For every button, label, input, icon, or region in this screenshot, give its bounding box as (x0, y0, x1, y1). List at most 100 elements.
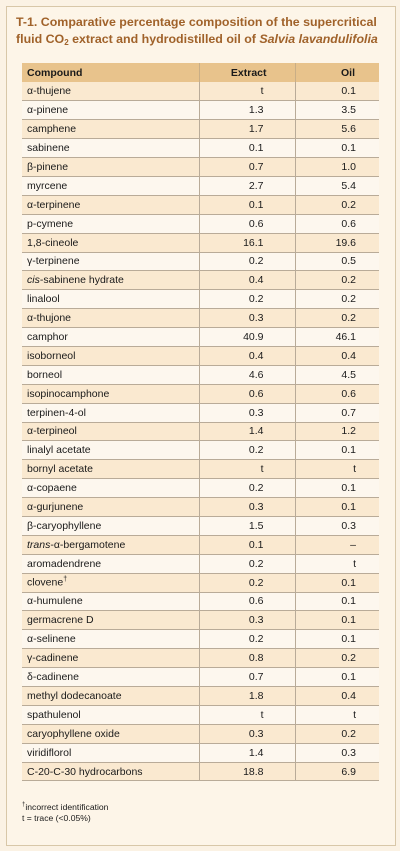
table-row: α-selinene 0.2 0.1 (22, 629, 379, 650)
oil-cell: 0.1 (295, 629, 379, 650)
extract-cell: 0.2 (199, 440, 296, 461)
oil-cell: 46.1 (295, 327, 379, 347)
compound-cell: γ-terpinene (22, 252, 200, 272)
compound-cell: α-terpinene (22, 195, 200, 215)
compound-cell: methyl dodecanoate (22, 686, 200, 706)
extract-cell: 1.3 (199, 100, 296, 121)
table-row: β-caryophyllene 1.5 0.3 (22, 516, 379, 536)
oil-cell: 0.2 (295, 195, 379, 215)
compound-cell: C-20-C-30 hydrocarbons (22, 762, 200, 782)
header-compound: Compound (22, 63, 200, 82)
extract-cell: 0.6 (199, 384, 296, 404)
oil-cell: 0.1 (295, 497, 379, 517)
oil-cell: 5.4 (295, 176, 379, 196)
extract-cell: 2.7 (199, 176, 296, 196)
oil-cell: 4.5 (295, 365, 379, 385)
compound-cell: α-thujene (22, 82, 200, 102)
compound-cell: bornyl acetate (22, 459, 200, 480)
extract-cell: 0.3 (199, 403, 296, 423)
footnote-dagger-text: incorrect identification (25, 801, 109, 812)
extract-cell: 18.8 (199, 762, 296, 782)
table-row: γ-cadinene 0.8 0.2 (22, 648, 379, 669)
composition-table: Compound Extract Oil α-thujene t 0.1 α-pine… (22, 63, 379, 782)
table-row: camphene 1.7 5.6 (22, 119, 379, 140)
extract-cell: 0.2 (199, 629, 296, 650)
oil-cell: 0.6 (295, 214, 379, 234)
header-oil: Oil (295, 63, 379, 82)
header-row: Compound Extract Oil (22, 63, 379, 82)
table-row: α-humulene 0.6 0.1 (22, 592, 379, 612)
footnotes: †incorrect identification t = trace (<0.… (22, 800, 382, 824)
oil-cell: 0.2 (295, 724, 379, 744)
table-row: α-thujene t 0.1 (22, 82, 379, 102)
extract-cell: 0.1 (199, 535, 296, 555)
oil-cell: 0.2 (295, 308, 379, 329)
compound-cell: cis-sabinene hydrate (22, 270, 200, 291)
extract-cell: 0.1 (199, 195, 296, 215)
extract-cell: 0.3 (199, 308, 296, 329)
table-row: borneol 4.6 4.5 (22, 365, 379, 385)
extract-cell: 0.3 (199, 724, 296, 744)
oil-cell: 0.1 (295, 573, 379, 593)
compound-cell: camphor (22, 327, 200, 347)
oil-cell: 0.1 (295, 138, 379, 159)
table-row: isoborneol 0.4 0.4 (22, 346, 379, 366)
table-row: spathulenol t t (22, 705, 379, 725)
compound-cell: sabinene (22, 138, 200, 159)
table-row: bornyl acetate t t (22, 459, 379, 480)
table-row: myrcene 2.7 5.4 (22, 176, 379, 196)
compound-cell: γ-cadinene (22, 648, 200, 669)
extract-cell: t (199, 82, 296, 102)
oil-cell: 0.4 (295, 346, 379, 366)
table-row: trans-α-bergamotene 0.1– (22, 535, 379, 555)
compound-cell: β-pinene (22, 157, 200, 177)
oil-cell: 0.1 (295, 478, 379, 499)
compound-cell: isoborneol (22, 346, 200, 366)
table-row: γ-terpinene 0.2 0.5 (22, 252, 379, 272)
compound-cell: δ-cadinene (22, 667, 200, 687)
oil-cell: 0.5 (295, 252, 379, 272)
compound-cell: caryophyllene oxide (22, 724, 200, 744)
compound-cell: myrcene (22, 176, 200, 196)
footnote-dagger: †incorrect identification (22, 800, 382, 813)
extract-cell: 0.4 (199, 346, 296, 366)
oil-cell: 0.4 (295, 686, 379, 706)
extract-cell: 1.4 (199, 743, 296, 763)
compound-cell: linalool (22, 289, 200, 310)
extract-cell: 1.7 (199, 119, 296, 140)
extract-cell: 0.4 (199, 270, 296, 291)
extract-cell: 0.1 (199, 138, 296, 159)
compound-cell: α-selinene (22, 629, 200, 650)
extract-cell: 0.2 (199, 252, 296, 272)
oil-cell: 0.2 (295, 289, 379, 310)
oil-cell: t (295, 705, 379, 725)
table-row: p-cymene 0.6 0.6 (22, 214, 379, 234)
oil-cell: 3.5 (295, 100, 379, 121)
compound-cell: α-copaene (22, 478, 200, 499)
extract-cell: 0.2 (199, 554, 296, 574)
extract-cell: 1.8 (199, 686, 296, 706)
table-row: α-gurjunene 0.3 0.1 (22, 497, 379, 517)
table-row: β-pinene 0.7 1.0 (22, 157, 379, 177)
compound-cell: clovene† (22, 573, 200, 593)
extract-cell: t (199, 705, 296, 725)
compound-cell: α-pinene (22, 100, 200, 121)
table-row: germacrene D 0.3 0.1 (22, 610, 379, 631)
compound-cell: trans-α-bergamotene (22, 535, 200, 555)
oil-cell: 0.2 (295, 270, 379, 291)
dagger-mark: † (22, 802, 26, 808)
oil-cell: 0.1 (295, 440, 379, 461)
table-row: 1,8-cineole 16.1 19.6 (22, 233, 379, 253)
compound-cell: isopinocamphone (22, 384, 200, 404)
compound-cell: camphene (22, 119, 200, 140)
extract-cell: 0.3 (199, 497, 296, 517)
oil-cell: t (295, 459, 379, 480)
extract-cell: t (199, 459, 296, 480)
table-row: terpinen-4-ol 0.3 0.7 (22, 403, 379, 423)
extract-cell: 0.6 (199, 214, 296, 234)
oil-cell: 0.3 (295, 743, 379, 763)
compound-cell: terpinen-4-ol (22, 403, 200, 423)
oil-cell: 0.6 (295, 384, 379, 404)
header-extract: Extract (199, 63, 296, 82)
table-row: aromadendrene 0.2 t (22, 554, 379, 574)
